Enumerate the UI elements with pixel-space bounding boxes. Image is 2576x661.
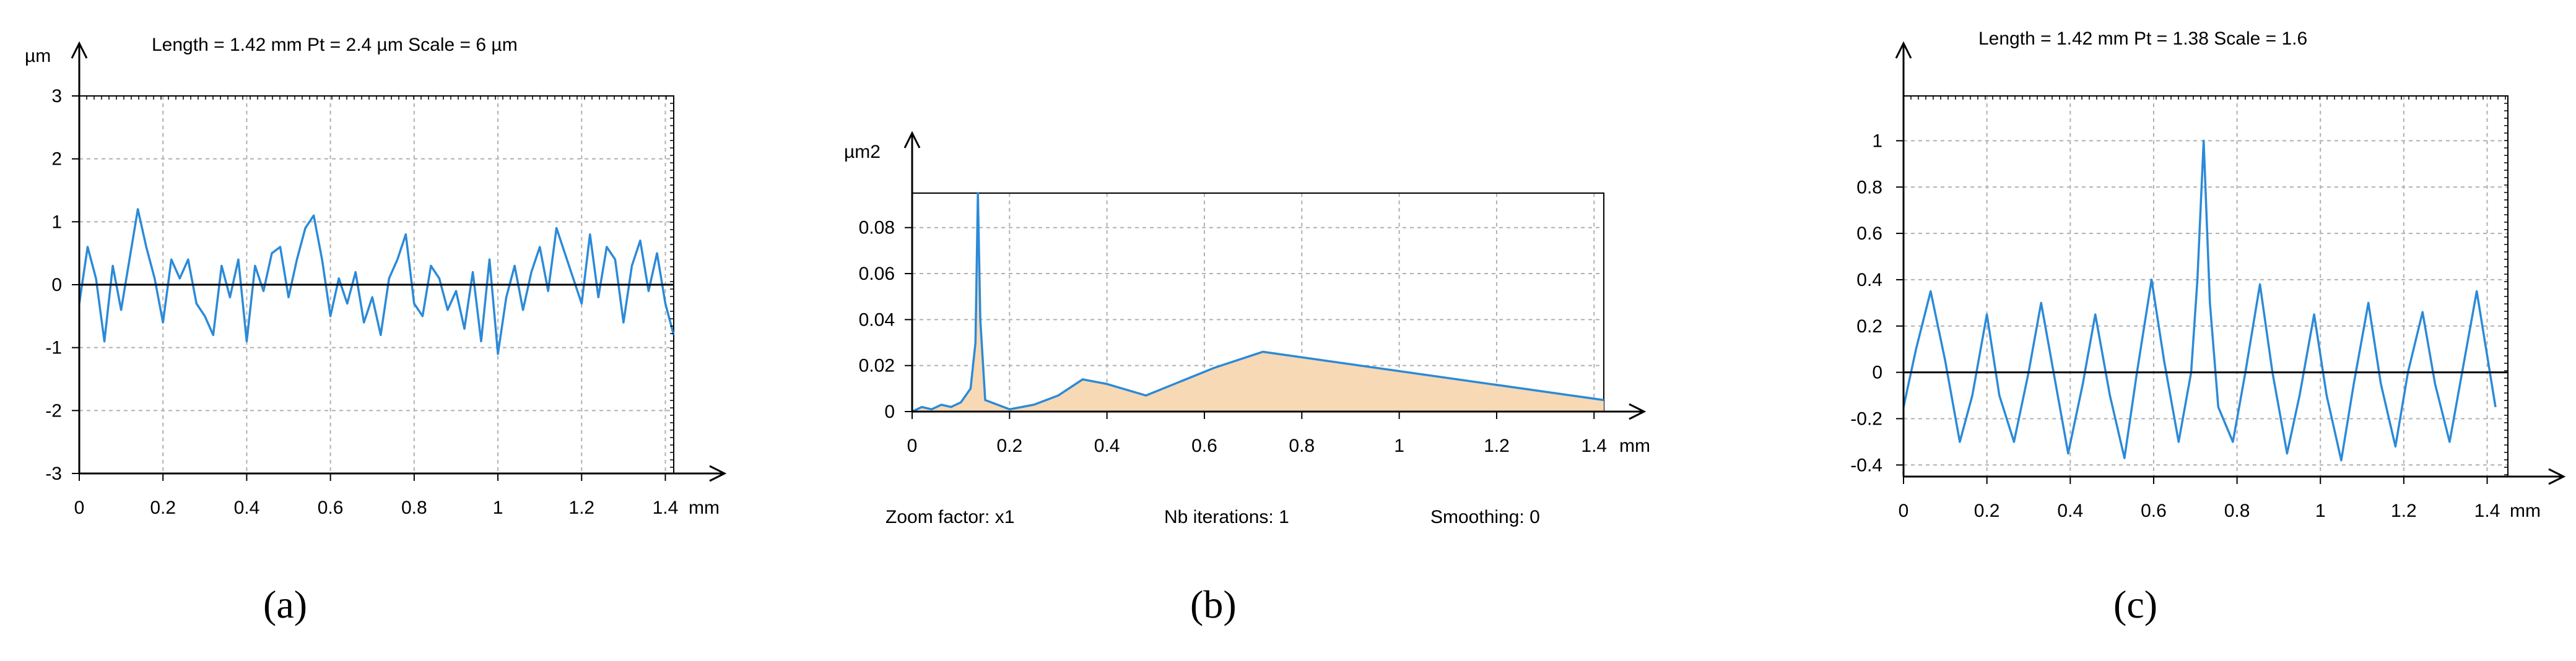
x-tick-label: 0 bbox=[74, 498, 85, 518]
y-axis-arrow bbox=[903, 131, 921, 149]
series-line bbox=[78, 208, 675, 355]
y-tick-label: 2 bbox=[51, 149, 62, 170]
y-tick-label: 3 bbox=[51, 86, 62, 106]
x-tick-label: 0.2 bbox=[996, 436, 1022, 456]
footer-text: Zoom factor: x1 bbox=[886, 507, 1014, 527]
x-axis-arrow bbox=[1629, 403, 1647, 420]
y-tick-label: 0.08 bbox=[859, 218, 895, 238]
y-tick-label: 1 bbox=[51, 212, 62, 232]
x-tick-label: 0.6 bbox=[2141, 501, 2167, 521]
x-tick-label: 0.8 bbox=[1289, 436, 1315, 456]
x-tick-label: 1 bbox=[2315, 501, 2326, 521]
y-tick-label: -1 bbox=[45, 338, 62, 358]
x-unit-label: mm bbox=[689, 498, 720, 518]
y-tick-label: 0.02 bbox=[859, 356, 895, 376]
plot-frame bbox=[1903, 95, 2509, 477]
y-tick-label: 0 bbox=[1872, 363, 1882, 383]
y-tick-label: 0.2 bbox=[1856, 316, 1882, 337]
panel-b-label: (b) bbox=[1190, 582, 1237, 626]
x-tick-label: 0 bbox=[907, 436, 918, 456]
y-unit-label: µm2 bbox=[844, 142, 881, 162]
x-axis-arrow bbox=[2548, 468, 2566, 485]
y-tick-label: -0.4 bbox=[1850, 455, 1882, 475]
x-unit-label: mm bbox=[1619, 436, 1650, 456]
x-tick-label: 0.4 bbox=[1094, 436, 1120, 456]
y-tick-label: -2 bbox=[45, 400, 62, 421]
x-tick-label: 0.2 bbox=[150, 498, 176, 518]
y-tick-label: 0.8 bbox=[1856, 177, 1882, 197]
x-tick-label: 1.4 bbox=[2474, 501, 2500, 521]
y-tick-label: 0.06 bbox=[859, 264, 895, 284]
chart-header: Length = 1.42 mm Pt = 1.38 Scale = 1.6 bbox=[1978, 28, 2307, 49]
x-tick-label: 0.8 bbox=[2224, 501, 2250, 521]
y-axis-arrow bbox=[71, 41, 88, 59]
x-tick-label: 1.2 bbox=[568, 498, 594, 518]
x-tick-label: 0.2 bbox=[1974, 501, 2000, 521]
x-tick-label: 1 bbox=[1394, 436, 1404, 456]
x-tick-label: 0.6 bbox=[318, 498, 344, 518]
series-line bbox=[1902, 139, 2497, 462]
x-tick-label: 0 bbox=[1899, 501, 1909, 521]
x-axis-arrow bbox=[709, 465, 727, 482]
x-tick-label: 1.4 bbox=[1581, 436, 1607, 456]
chart-header: Length = 1.42 mm Pt = 2.4 µm Scale = 6 µ… bbox=[152, 35, 518, 55]
y-axis-arrow bbox=[1895, 41, 1912, 59]
x-tick-label: 1 bbox=[493, 498, 503, 518]
y-tick-label: -3 bbox=[45, 464, 62, 484]
x-tick-label: 0.6 bbox=[1191, 436, 1217, 456]
x-tick-label: 1.2 bbox=[1484, 436, 1510, 456]
x-tick-label: 0.4 bbox=[234, 498, 260, 518]
footer-text: Nb iterations: 1 bbox=[1164, 507, 1289, 527]
y-tick-label: 0 bbox=[884, 402, 895, 422]
area-fill bbox=[912, 193, 1604, 412]
y-unit-label: µm bbox=[25, 46, 51, 66]
x-tick-label: 0.8 bbox=[401, 498, 427, 518]
panel-a-label: (a) bbox=[263, 582, 308, 626]
y-tick-label: 0.4 bbox=[1856, 270, 1882, 290]
y-tick-label: -0.2 bbox=[1850, 408, 1882, 429]
series-line bbox=[912, 192, 1604, 413]
x-tick-label: 1.4 bbox=[653, 498, 679, 518]
x-unit-label: mm bbox=[2510, 501, 2541, 521]
panel-c-label: (c) bbox=[2113, 582, 2158, 626]
y-tick-label: 0.04 bbox=[859, 309, 895, 330]
y-tick-label: 0.6 bbox=[1856, 223, 1882, 244]
y-tick-label: 0 bbox=[51, 275, 62, 295]
x-tick-label: 1.2 bbox=[2391, 501, 2417, 521]
x-tick-label: 0.4 bbox=[2057, 501, 2083, 521]
y-tick-label: 1 bbox=[1872, 131, 1882, 151]
footer-text: Smoothing: 0 bbox=[1430, 507, 1540, 527]
